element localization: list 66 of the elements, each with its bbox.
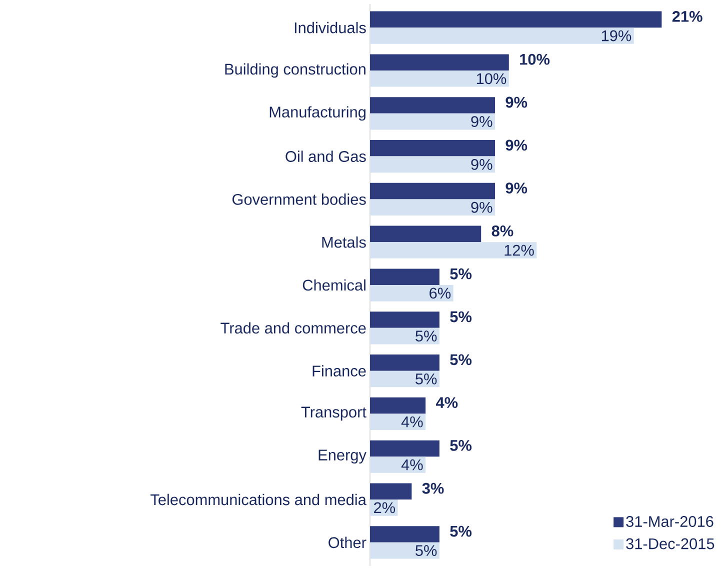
data-label: 9% (471, 158, 492, 170)
data-label: 5% (450, 311, 472, 322)
data-label: 3% (422, 482, 444, 494)
bar (370, 526, 440, 542)
y-tick-label: Other (328, 536, 366, 548)
data-label: 5% (416, 330, 437, 342)
y-tick-label: Manufacturing (270, 106, 366, 121)
y-tick-label: Government bodies (232, 194, 366, 205)
y-tick-label: Energy (318, 450, 366, 464)
data-label: 4% (436, 397, 458, 408)
y-tick-label: Oil and Gas (286, 150, 366, 162)
bar (370, 97, 495, 114)
bar (370, 328, 440, 344)
data-label: 10% (476, 73, 506, 84)
bar (370, 440, 440, 457)
bar (370, 226, 482, 242)
data-label: 9% (506, 140, 528, 151)
y-tick-label: Chemical (302, 279, 366, 291)
data-label: 8% (492, 225, 514, 236)
bar (370, 312, 440, 328)
bar (370, 11, 662, 28)
y-tick-label: Metals (322, 236, 366, 248)
data-label: 5% (450, 526, 472, 537)
y-tick-label: Building construction (225, 63, 366, 78)
bar (370, 456, 426, 473)
data-label: 5% (450, 354, 472, 366)
bar (370, 397, 426, 414)
data-label: 12% (504, 244, 534, 256)
bar (370, 28, 634, 44)
legend-label: 31-Mar-2016 (626, 516, 714, 527)
bar (370, 182, 495, 200)
legend-label: 31-Dec-2015 (626, 538, 714, 550)
data-label: 5% (450, 268, 472, 280)
bar (370, 156, 495, 173)
bar (370, 483, 412, 500)
y-tick-label: Transport (301, 406, 366, 421)
data-label: 19% (602, 30, 632, 42)
bar (370, 414, 426, 430)
bar (370, 70, 509, 87)
bar (370, 54, 509, 71)
y-tick-label: Individuals (294, 22, 366, 34)
bar (370, 199, 495, 216)
bar (370, 370, 440, 388)
bar (370, 113, 495, 130)
bar (370, 542, 440, 559)
y-tick-label: Trade and commerce (220, 322, 366, 334)
bar (370, 242, 537, 258)
data-label: 9% (506, 182, 528, 194)
bar (370, 268, 440, 286)
data-label: 5% (416, 374, 437, 384)
data-label: 9% (471, 202, 492, 213)
data-label: 9% (471, 116, 492, 128)
bar (370, 285, 454, 302)
data-label: 5% (450, 440, 472, 451)
data-label: 4% (401, 459, 423, 470)
data-label: 9% (506, 96, 528, 108)
y-tick-label: Telecommunications and media (150, 494, 366, 506)
data-label: 6% (430, 288, 451, 299)
y-tick-label: Finance (312, 365, 366, 376)
data-label: 10% (520, 54, 550, 65)
data-label: 4% (401, 416, 423, 428)
bar (370, 354, 440, 371)
data-label: 21% (672, 11, 702, 22)
bar (370, 140, 495, 156)
data-label: 5% (416, 545, 437, 556)
data-label: 2% (374, 502, 396, 514)
